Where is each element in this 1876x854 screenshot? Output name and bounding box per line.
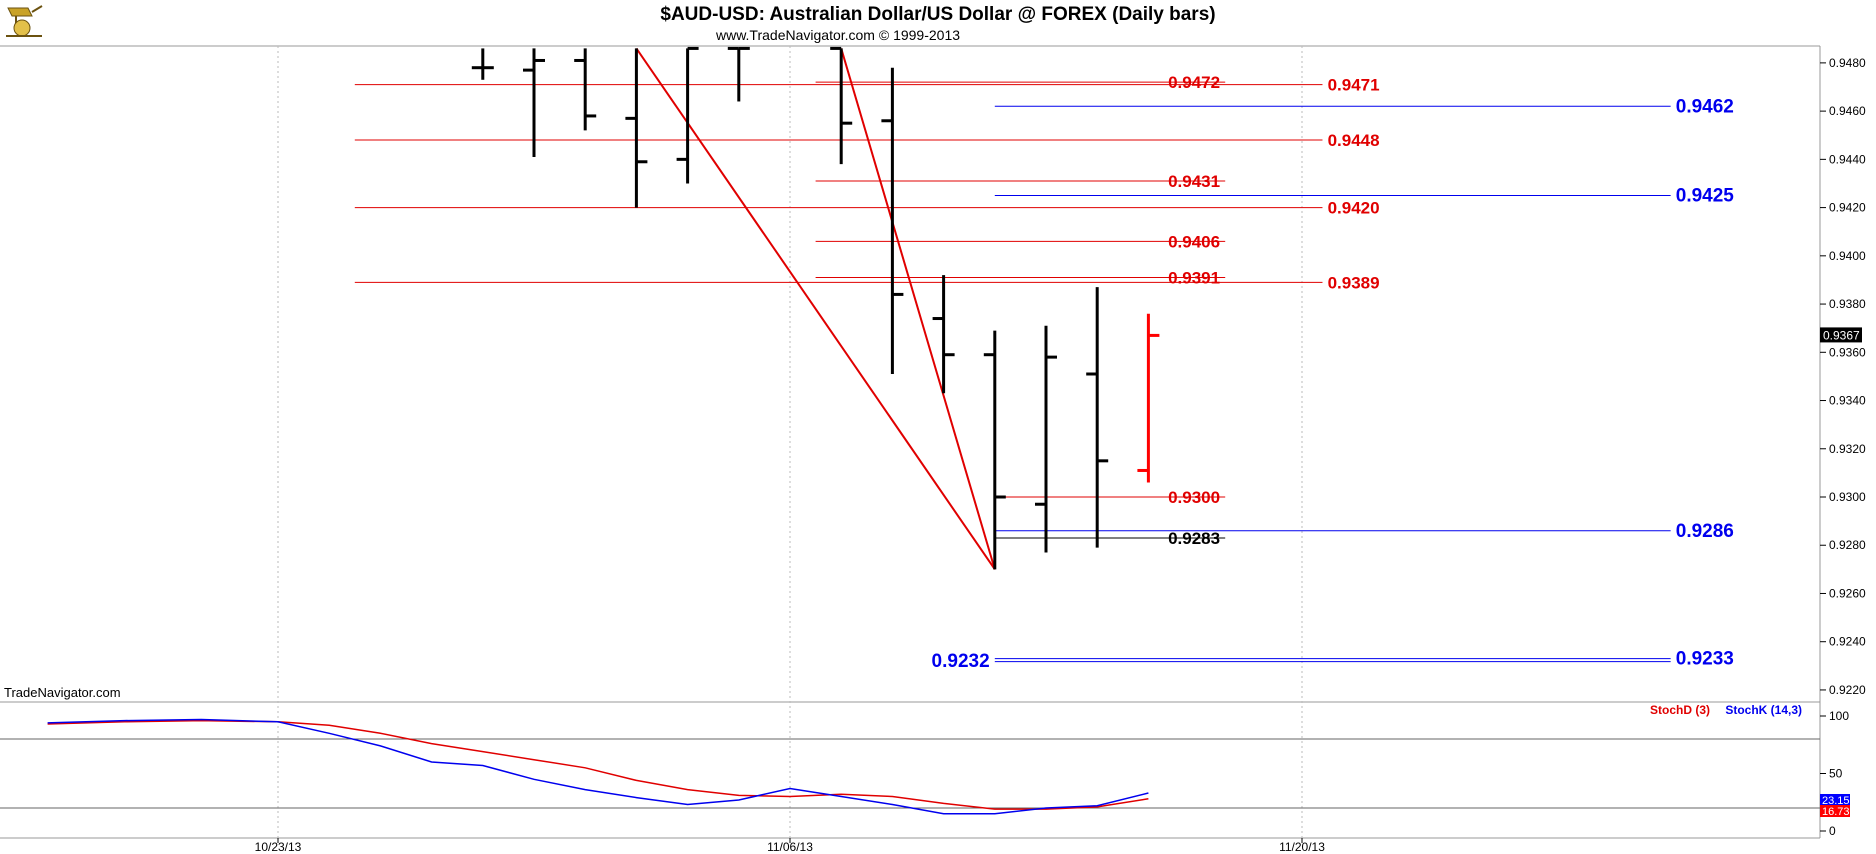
- trendline-1: [840, 48, 996, 570]
- level-label-0.9472: 0.9472: [1168, 73, 1220, 92]
- price-tick-label: 0.9220: [1829, 683, 1866, 697]
- price-tick-label: 0.9300: [1829, 490, 1866, 504]
- price-tick-label: 0.9260: [1829, 586, 1866, 600]
- ohlc-bar: [1086, 287, 1109, 548]
- stoch-tick-label: 50: [1829, 767, 1843, 781]
- level-label-0.9286: 0.9286: [1676, 521, 1734, 542]
- panel-frames: [0, 45, 1821, 839]
- level-label-0.9471: 0.9471: [1328, 76, 1380, 95]
- level-label-0.9425: 0.9425: [1676, 186, 1735, 207]
- price-tick-label: 0.9420: [1829, 201, 1866, 215]
- legend-stoch-k: StochK (14,3): [1725, 703, 1802, 717]
- date-tick-label: 11/06/13: [767, 840, 813, 854]
- last-price-label: 0.9367: [1823, 328, 1860, 342]
- chart-subtitle: www.TradeNavigator.com © 1999-2013: [715, 27, 960, 43]
- price-tick-label: 0.9480: [1829, 56, 1866, 70]
- trendlines: [635, 47, 996, 570]
- stoch-tick-label: 0: [1829, 824, 1836, 838]
- ohlc-bar: [1035, 325, 1057, 553]
- date-tick-label: 10/23/13: [255, 840, 302, 854]
- ohlc-bar: [625, 48, 648, 208]
- price-tick-label: 0.9400: [1829, 249, 1866, 263]
- stoch-tick-label: 100: [1829, 709, 1849, 723]
- level-label-0.9389: 0.9389: [1328, 273, 1380, 292]
- date-axis: 10/23/13 11/06/13 11/20/13: [255, 838, 1325, 854]
- level-label-0.9391: 0.9391: [1168, 269, 1220, 288]
- ohlc-bar: [830, 46, 853, 165]
- ohlc-bar: [983, 330, 1006, 570]
- legend-stoch-d: StochD (3): [1650, 703, 1710, 717]
- price-tick-label: 0.9360: [1829, 345, 1866, 359]
- date-tick-label: 11/20/13: [1279, 840, 1325, 854]
- ohlc-bar: [727, 46, 750, 102]
- ohlc-bar: [676, 46, 699, 184]
- level-label-0.9406: 0.9406: [1168, 232, 1220, 251]
- ohlc-bar: [471, 48, 494, 80]
- chart-title: $AUD-USD: Australian Dollar/US Dollar @ …: [660, 4, 1215, 25]
- level-label-0.9232: 0.9232: [932, 651, 990, 672]
- grid-lines: [277, 46, 1303, 838]
- stoch-last-label: 23.15: [1822, 795, 1850, 807]
- price-tick-label: 0.9340: [1829, 394, 1866, 408]
- price-tick-label: 0.9320: [1829, 442, 1866, 456]
- level-label-0.9420: 0.9420: [1328, 199, 1380, 218]
- trade-navigator-logo-icon: [6, 5, 43, 37]
- ohlc-bar: [523, 48, 545, 157]
- price-bars: [471, 46, 1160, 570]
- level-label-0.9233: 0.9233: [1676, 649, 1734, 670]
- ohlc-bar: [881, 67, 904, 374]
- price-tick-label: 0.9280: [1829, 538, 1866, 552]
- level-label-0.9462: 0.9462: [1676, 96, 1734, 117]
- last-price-box: [1820, 327, 1862, 343]
- price-tick-label: 0.9240: [1829, 635, 1866, 649]
- stoch-last-box: [1820, 805, 1850, 817]
- ohlc-bar: [932, 275, 955, 394]
- price-tick-label: 0.9460: [1829, 104, 1866, 118]
- level-label-0.9300: 0.9300: [1168, 488, 1220, 507]
- price-axis: 0.9480 0.9460 0.9440 0.9420 0.9400 0.9380 0.93…: [1820, 56, 1866, 697]
- level-label-0.9448: 0.9448: [1328, 131, 1380, 150]
- stoch-last-label: 16.73: [1822, 806, 1850, 818]
- stoch-series-blue: [47, 718, 1149, 815]
- price-tick-label: 0.9440: [1829, 152, 1866, 166]
- stoch-series-red: [47, 719, 1149, 810]
- level-label-0.9431: 0.9431: [1168, 172, 1220, 191]
- ohlc-bar: [574, 48, 597, 131]
- price-tick-label: 0.9380: [1829, 297, 1866, 311]
- level-lines: 0.9472 0.9471 0.9448 0.9431 0.9420 0.9406 0.93…: [354, 73, 1735, 672]
- level-label-0.9283: 0.9283: [1168, 529, 1220, 548]
- trendline-0: [635, 47, 996, 570]
- watermark: TradeNavigator.com: [4, 685, 121, 700]
- ohlc-bar: [1137, 313, 1160, 483]
- stoch-last-box: [1820, 794, 1850, 806]
